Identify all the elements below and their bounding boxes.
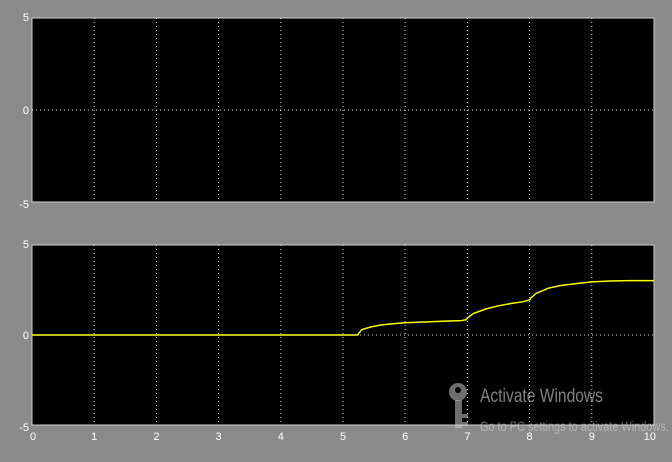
x-tick-label: 8 [527, 431, 533, 443]
y-tick-label: -5 [19, 422, 29, 434]
series-line [32, 279, 654, 336]
y-tick-label: -5 [19, 199, 29, 211]
y-tick-label: 0 [23, 330, 29, 342]
y-tick-label: 5 [23, 12, 29, 24]
lower-axes: 50-50 1 2 3 4 5 6 7 8 9 10 [19, 239, 656, 443]
x-tick-label: 3 [216, 431, 222, 443]
x-tick-label: 2 [153, 431, 159, 443]
x-tick-label: 0 [30, 431, 36, 443]
x-tick-label: 4 [278, 431, 284, 443]
x-tick-label: 10 [644, 431, 656, 443]
x-tick-label: 6 [402, 431, 408, 443]
y-tick-label: 5 [23, 239, 29, 251]
y-tick-label: 0 [23, 105, 29, 117]
x-tick-label: 1 [91, 431, 97, 443]
upper-axes: 5 0 -5 [19, 12, 655, 211]
x-tick-label: 7 [464, 431, 470, 443]
x-tick-label: 9 [589, 431, 595, 443]
x-tick-label: 5 [340, 431, 346, 443]
